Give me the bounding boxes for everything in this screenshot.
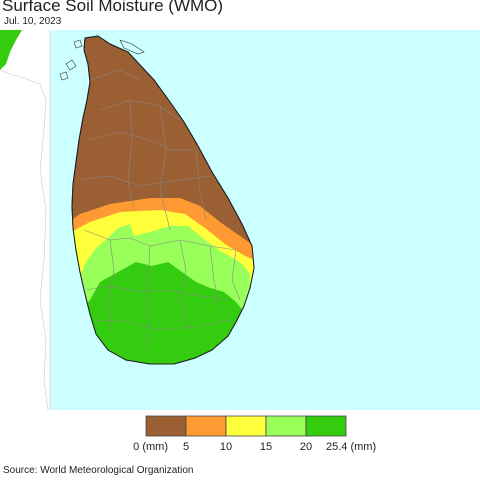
map-date: Jul. 10, 2023 — [4, 16, 62, 27]
mainland-area — [0, 30, 50, 410]
district-boundaries — [79, 69, 241, 351]
legend-tick-label: 0 (mm) — [133, 441, 168, 453]
soil-moisture-map — [0, 30, 480, 410]
legend-swatch — [265, 415, 307, 437]
mainland-coast — [0, 30, 51, 410]
legend-tick-label: 5 — [183, 441, 189, 453]
source-credit: Source: World Meteorological Organizatio… — [3, 465, 194, 476]
moisture-zone-green — [72, 262, 254, 364]
legend: 0 (mm) 5 10 15 20 25.4 (mm) — [133, 415, 376, 453]
legend-swatch — [305, 415, 347, 437]
legend-swatch — [185, 415, 227, 437]
legend-tick-label: 20 — [300, 441, 312, 453]
northern-islands — [59, 39, 145, 81]
mainland-inset — [0, 30, 22, 70]
legend-swatch — [225, 415, 267, 437]
legend-swatch — [145, 415, 187, 437]
legend-tick-label: 10 — [220, 441, 232, 453]
legend-tick-label: 25.4 (mm) — [326, 441, 376, 453]
legend-tick-label: 15 — [260, 441, 272, 453]
island-coastline — [71, 35, 255, 365]
map-title: Surface Soil Moisture (WMO) — [2, 0, 224, 15]
